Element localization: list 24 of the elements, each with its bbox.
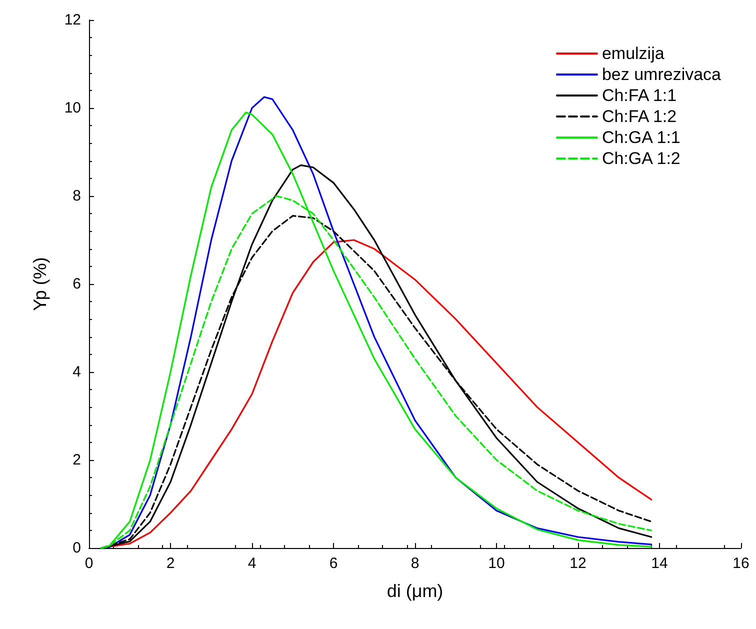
legend-label: bez umrezivaca	[602, 65, 722, 84]
x-tick-label: 16	[732, 555, 750, 572]
y-tick-label: 12	[64, 12, 81, 28]
y-axis-title: Yp (%)	[30, 257, 50, 311]
legend-label: Ch:FA 1:1	[602, 86, 677, 105]
legend-label: Ch:GA 1:1	[602, 128, 680, 147]
x-tick-label: 10	[488, 555, 505, 572]
legend-label: Ch:FA 1:2	[602, 107, 677, 126]
x-axis-title: di (μm)	[386, 581, 444, 601]
y-tick-label: 6	[72, 276, 81, 292]
x-tick-label: 0	[84, 555, 94, 572]
x-tick-label: 2	[166, 555, 175, 572]
y-tick-label: 8	[72, 188, 81, 204]
y-tick-label: 4	[72, 364, 81, 380]
x-tick-label: 8	[410, 555, 420, 572]
legend-label: Ch:GA 1:2	[602, 149, 680, 168]
x-tick-label: 6	[329, 555, 338, 572]
legend-label: emulzija	[602, 44, 665, 63]
x-tick-label: 4	[248, 555, 256, 572]
y-tick-label: 2	[72, 452, 81, 468]
y-tick-label: 0	[72, 540, 81, 556]
x-tick-label: 14	[651, 555, 668, 572]
x-tick-label: 12	[570, 555, 586, 572]
y-tick-label: 10	[64, 100, 81, 116]
